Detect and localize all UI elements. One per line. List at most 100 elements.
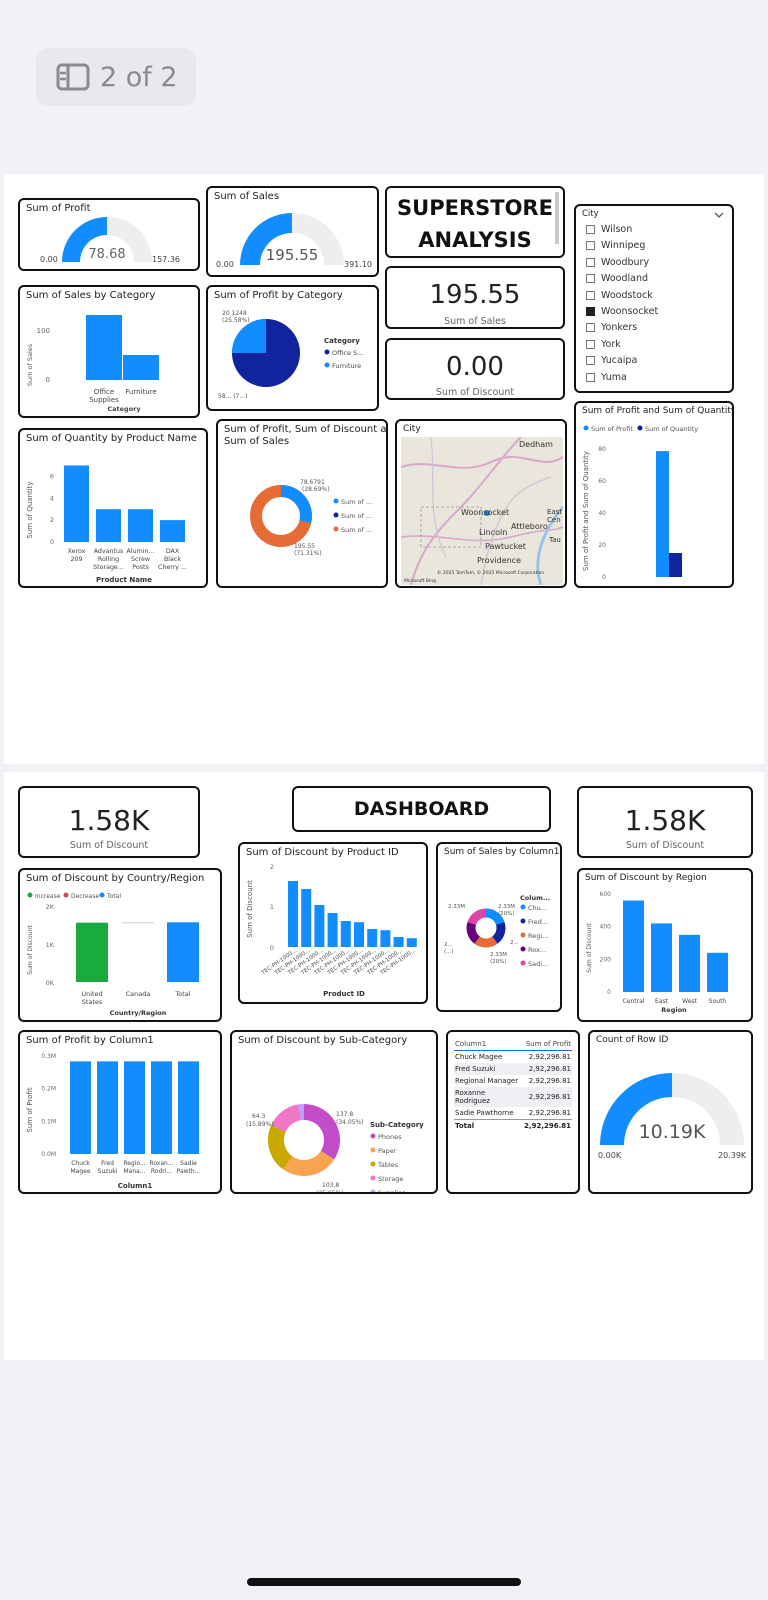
bar-3 [151,1061,172,1154]
card-title: Sum of Profit [26,203,91,214]
slicer-item[interactable]: York [586,339,621,350]
checkbox[interactable] [586,323,595,333]
legend-item: Sadi... [528,960,548,968]
bar-canada [122,922,154,924]
profit-discount-sales-chart[interactable]: Sum of Profit, Sum of Discount and Sum o… [216,419,388,588]
checkbox[interactable] [586,290,595,300]
sales-by-category-plot: Sum of Sales 100 0 Office Supplies Furni… [26,315,159,413]
donut-label: (20%) [498,911,515,917]
checkbox[interactable] [586,257,595,267]
y-tick: 2 [270,863,274,871]
table-row[interactable]: Roxanne Rodriguez 2,92,296.81 [454,1087,572,1107]
donut-label: 137.8 [336,1111,353,1118]
legend-item: Supplies [378,1189,406,1194]
sales-by-column1-chart[interactable]: Sum of Sales by Column1 2.33M 2.33M (20%… [436,842,562,1012]
legend-title: Sub-Category [370,1121,424,1129]
slicer-title: City [582,209,599,219]
city-slicer[interactable]: City Wilson Winnipeg Woodbury Woodland Woods… [574,204,734,393]
x-tick: South [709,998,727,1005]
map-canvas[interactable]: Dedham Woonsocket Attleboro Lincoln Pawt… [401,437,563,585]
bar-0 [86,315,122,380]
bar-united-states [76,922,108,982]
bar-8 [393,937,404,947]
legend-dot [333,512,339,518]
slicer-item[interactable]: Yucaipa [586,355,637,366]
discount-by-product-chart[interactable]: Sum of Discount by Product ID Sum of Dis… [238,842,428,1004]
slicer-item[interactable]: Yonkers [586,322,637,333]
page-navigator-button[interactable]: 2 of 2 [36,48,196,106]
slicer-item[interactable]: Winnipeg [586,240,645,251]
slicer-item[interactable]: Yuma [586,372,627,383]
bar-0 [288,881,298,947]
sales-kpi-card[interactable]: 195.55 Sum of Sales [385,266,565,329]
title-scrollbar[interactable] [555,192,559,244]
gauge-max: 157.36 [152,255,180,264]
slicer-item[interactable]: Woodstock [586,290,653,301]
profit-quantity-chart[interactable]: Sum of Profit and Sum of Quantity Sum of… [574,401,734,588]
checkbox[interactable] [586,372,595,382]
slicer-item-label: Woonsocket [601,306,659,317]
discount-by-subcategory-chart[interactable]: Sum of Discount by Sub-Category 64.3 (15… [230,1030,438,1194]
profit-gauge-card[interactable]: Sum of Profit 78.68 0.00 157.36 [18,198,200,271]
quantity-by-product-chart[interactable]: Sum of Quantity by Product Name Sum of Q… [18,428,208,588]
table-cell: Chuck Magee [455,1053,503,1061]
slicer-item[interactable]: Woonsocket [586,306,658,317]
discount-kpi-left[interactable]: 1.58K Sum of Discount [18,786,200,858]
slicer-item[interactable]: Woodland [586,273,648,284]
checkbox[interactable] [586,307,595,316]
slicer-item[interactable]: Wilson [586,224,632,235]
donut-label: (...) [444,949,454,955]
profit-by-column1-chart[interactable]: Sum of Profit by Column1 Sum of Profit 0… [18,1030,222,1194]
pie-slice-furniture [232,319,266,353]
table-row[interactable]: Regional Manager 2,92,296.81 [454,1075,572,1087]
kpi-value: 0.00 [446,352,504,382]
profit-by-column1-plot: Sum of Profit 0.3M 0.2M 0.1M 0.0M ChuckMage… [26,1053,200,1190]
x-tick: Suzuki [98,1168,118,1175]
sales-by-category-chart[interactable]: Sum of Sales by Category Sum of Sales 10… [18,285,200,418]
checkbox[interactable] [586,339,595,349]
bar-total [167,922,199,982]
donut-label: 2.33M [448,904,465,910]
x-tick: Central [623,998,645,1005]
discount-kpi-right[interactable]: 1.58K Sum of Discount [577,786,753,858]
bar-4 [340,921,351,947]
bar-1 [97,1061,118,1154]
discount-by-country-chart[interactable]: Sum of Discount by Country/Region Increa… [18,868,222,1022]
table-row[interactable]: Chuck Magee 2,92,296.81 [454,1051,572,1064]
y-tick: 6 [50,472,54,480]
x-tick: Mana... [123,1168,145,1175]
table-row[interactable]: Fred Suzuki 2,92,296.81 [454,1063,572,1075]
x-tick: Fred [101,1160,114,1167]
sales-gauge-card[interactable]: Sum of Sales 195.55 0.00 391.10 [206,186,379,277]
chart-title: Sum of Discount by Region [585,873,707,883]
slicer-item[interactable]: Woodbury [586,257,649,268]
home-indicator[interactable] [247,1578,521,1586]
donut-label: (28.69%) [302,486,330,493]
profit-table[interactable]: Column1 Sum of Profit Chuck Magee 2,92,296… [446,1030,580,1194]
donut-label: (34.05%) [336,1119,364,1126]
kpi-label: Sum of Discount [435,387,515,398]
slicer-item-label: Woodbury [601,256,650,268]
profit-by-category-chart[interactable]: Sum of Profit by Category 20.1248 (25.58… [206,285,379,411]
x-tick: DAX [166,548,180,555]
kpi-value: 1.58K [68,804,150,837]
city-map[interactable]: City Dedham Woonsocket Attleboro Lincoln… [395,419,567,588]
y-tick: 200 [600,956,612,963]
donut-label: 195.55 [294,543,315,550]
checkbox[interactable] [586,356,595,366]
legend-dot [324,362,330,368]
row-count-gauge-card[interactable]: Count of Row ID 10.19K 0.00K 20.39K [588,1030,753,1194]
table-row[interactable]: Sadie Pawthorne 2,92,296.81 [454,1107,572,1120]
discount-kpi-card[interactable]: 0.00 Sum of Discount [385,338,565,400]
legend-dot [324,349,330,355]
checkbox[interactable] [586,225,595,234]
x-tick: Storage... [93,564,124,571]
discount-by-region-chart[interactable]: Sum of Discount by Region Sum of Discoun… [577,868,753,1022]
checkbox[interactable] [586,241,595,251]
y-tick: 0 [50,538,54,546]
y-tick: 80 [598,446,606,453]
checkbox[interactable] [586,274,595,284]
donut-label: 2.33M [490,952,507,958]
y-tick: 0 [46,376,50,384]
chevron-down-icon[interactable] [714,211,724,219]
